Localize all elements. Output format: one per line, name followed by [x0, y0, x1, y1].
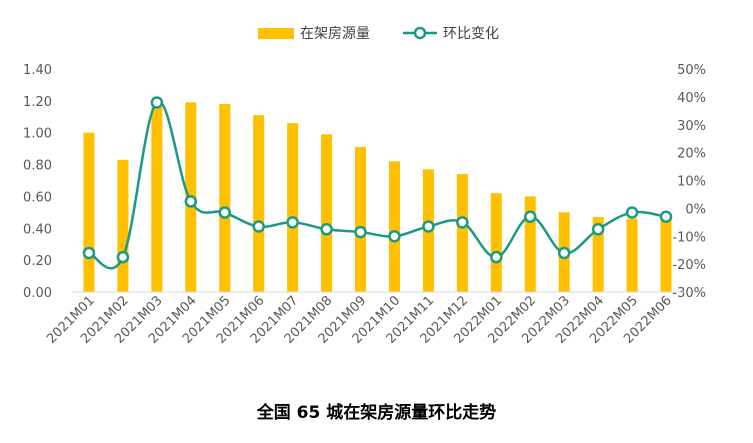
bar: [490, 193, 502, 292]
line-point: [591, 223, 605, 236]
legend-swatch-marker: [413, 26, 427, 40]
bar: [524, 196, 536, 292]
y-right-tick-label: 50%: [677, 63, 706, 78]
line-point: [116, 250, 130, 264]
bar: [626, 218, 638, 292]
bar: [456, 174, 468, 292]
y-right-tick-label: 20%: [677, 147, 706, 162]
line-series-path: [88, 100, 667, 270]
y-left-tick-label: 0.40: [23, 222, 52, 237]
y-right-tick-label: -30%: [672, 286, 706, 301]
line-point: [82, 246, 96, 260]
y-right-tick-label: 30%: [677, 119, 706, 134]
bar: [660, 218, 672, 292]
chart-caption: 全国 65 城在架房源量环比走势: [256, 403, 497, 423]
line-point: [320, 223, 333, 236]
line-point: [456, 216, 469, 229]
bar: [592, 217, 604, 292]
line-point: [286, 216, 299, 229]
bar: [219, 104, 231, 293]
line-point: [218, 206, 231, 219]
y-left-tick-label: 1.20: [23, 95, 52, 110]
y-left-tick-label: 1.00: [23, 127, 52, 142]
bar: [117, 159, 129, 292]
y-left-tick-label: 0.20: [23, 254, 52, 269]
bar: [355, 147, 367, 292]
y-right-tick-label: 0%: [685, 202, 706, 217]
y-left-tick-label: 1.40: [23, 63, 52, 78]
line-point: [659, 210, 673, 223]
line-point: [490, 250, 503, 264]
y-right-tick-label: 10%: [677, 175, 706, 190]
line-point: [557, 246, 571, 260]
line-point: [354, 225, 367, 239]
y-left-tick-label: 0.80: [23, 159, 52, 174]
y-left-tick-label: 0.00: [23, 286, 52, 301]
legend-swatch-bar: [258, 28, 294, 39]
line-point: [184, 195, 198, 208]
bar: [321, 134, 333, 292]
bar: [83, 132, 95, 292]
line-point: [388, 230, 401, 243]
line-point: [422, 220, 435, 233]
line-point: [252, 220, 265, 233]
legend-label-line: 环比变化: [443, 26, 499, 42]
bar: [151, 107, 163, 292]
legend-label-bar: 在架房源量: [300, 26, 370, 42]
line-point: [625, 206, 639, 219]
y-right-tick-label: -10%: [672, 230, 706, 245]
y-right-tick-label: -20%: [672, 258, 706, 273]
line-point: [524, 210, 537, 223]
bar: [388, 161, 400, 292]
bar: [253, 115, 265, 292]
line-point: [150, 96, 164, 109]
y-left-tick-label: 0.60: [23, 190, 52, 205]
y-right-tick-label: 40%: [677, 91, 706, 106]
bar: [287, 123, 299, 293]
